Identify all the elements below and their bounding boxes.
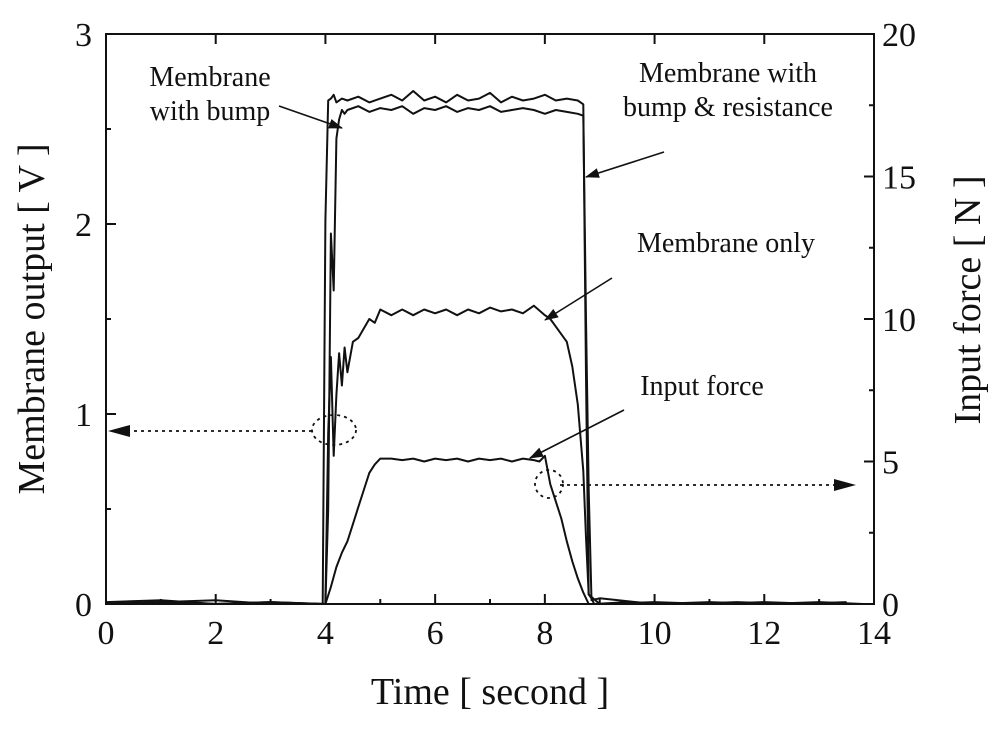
annotation-bump-line: with bump bbox=[150, 96, 271, 127]
right-y-tick-label: 10 bbox=[882, 302, 916, 339]
left-y-tick-label: 2 bbox=[75, 207, 92, 244]
x-tick-label: 10 bbox=[638, 615, 672, 652]
right-y-tick-label: 20 bbox=[882, 17, 916, 54]
x-tick-label: 14 bbox=[857, 615, 891, 652]
series-line-input-force bbox=[105, 454, 863, 605]
annotation-force-line: Input force bbox=[640, 371, 764, 402]
left-axis-callout-arrowhead bbox=[108, 425, 130, 437]
series-layer bbox=[105, 90, 864, 605]
series-line-membrane-with-bump-resistance bbox=[105, 105, 864, 605]
right-axis-callout-arrowhead bbox=[834, 479, 856, 491]
x-tick-label: 12 bbox=[747, 615, 781, 652]
annotation-bump-pointer bbox=[278, 105, 343, 129]
x-tick-label: 6 bbox=[427, 615, 444, 652]
right-y-tick-label: 5 bbox=[882, 445, 899, 482]
series-line-membrane-with-bump bbox=[105, 90, 847, 605]
right-y-tick-label: 15 bbox=[882, 160, 916, 197]
annotation-force-pointer bbox=[529, 409, 625, 459]
left-axis-callout-ellipse bbox=[311, 414, 357, 446]
right-y-axis-title: Input force [ N ] bbox=[947, 175, 989, 424]
series-line-membrane-only bbox=[105, 304, 820, 605]
right-y-tick-label: 0 bbox=[882, 587, 899, 624]
x-tick-label: 2 bbox=[207, 615, 224, 652]
x-axis-title: Time [ second ] bbox=[371, 671, 609, 713]
left-y-tick-label: 1 bbox=[75, 397, 92, 434]
x-tick-label: 4 bbox=[317, 615, 334, 652]
annotation-bump-line: Membrane bbox=[149, 62, 270, 93]
annotation-only-pointer bbox=[544, 277, 613, 321]
right-axis-callout-ellipse bbox=[534, 469, 564, 499]
left-y-tick-label: 3 bbox=[75, 17, 92, 54]
annotation-bump-res-line: bump & resistance bbox=[623, 92, 833, 123]
left-y-axis-title: Membrane output [ V ] bbox=[11, 143, 53, 494]
annotation-bump-res-pointer bbox=[585, 151, 665, 178]
x-tick-label: 0 bbox=[98, 615, 115, 652]
annotation-only-line: Membrane only bbox=[637, 228, 815, 259]
x-tick-label: 8 bbox=[536, 615, 553, 652]
annotation-bump-res-line: Membrane with bbox=[639, 58, 817, 89]
left-y-tick-label: 0 bbox=[75, 587, 92, 624]
